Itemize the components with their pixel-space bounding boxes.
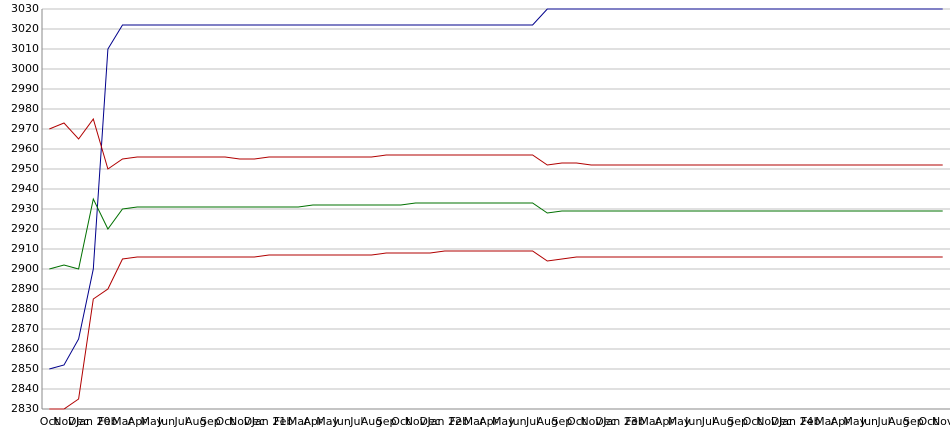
x-tick-label: Mar bbox=[288, 415, 309, 428]
x-tick-label: Aug bbox=[185, 415, 206, 428]
y-tick-label: 2940 bbox=[11, 182, 39, 195]
x-tick-label: Sep bbox=[376, 415, 397, 428]
x-tick-label: Dec bbox=[419, 415, 440, 428]
x-tick-label: Oct bbox=[40, 415, 60, 428]
x-tick-label: Oct bbox=[919, 415, 939, 428]
x-tick-label: Sep bbox=[727, 415, 748, 428]
x-tick-label: Apr bbox=[128, 415, 148, 428]
x-tick-label: Sep bbox=[903, 415, 924, 428]
x-tick-label: May bbox=[843, 415, 866, 428]
series-line bbox=[49, 8, 943, 370]
y-tick-label: 3030 bbox=[11, 2, 39, 15]
x-tick-label: Jun bbox=[157, 415, 175, 428]
x-tick-label: Aug bbox=[712, 415, 733, 428]
y-tick-label: 2930 bbox=[11, 202, 39, 215]
x-tick-label: Jan 22 bbox=[427, 415, 462, 428]
x-tick-label: Oct bbox=[391, 415, 411, 428]
x-tick-label: Mar bbox=[815, 415, 836, 428]
x-tick-label: May bbox=[316, 415, 339, 428]
x-tick-label: Oct bbox=[567, 415, 587, 428]
x-tick-label: Nov bbox=[405, 415, 427, 428]
x-tick-label: May bbox=[140, 415, 163, 428]
y-tick-label: 2970 bbox=[11, 122, 39, 135]
x-tick-label: Feb bbox=[98, 415, 117, 428]
x-tick-label: Apr bbox=[831, 415, 851, 428]
y-tick-label: 3010 bbox=[11, 42, 39, 55]
y-tick-label: 2910 bbox=[11, 242, 39, 255]
y-tick-label: 2890 bbox=[11, 282, 39, 295]
x-tick-label: May bbox=[668, 415, 691, 428]
x-tick-label: Aug bbox=[888, 415, 909, 428]
x-tick-label: Jul bbox=[525, 415, 539, 428]
x-tick-label: Feb bbox=[450, 415, 469, 428]
x-tick-label: Jan 21 bbox=[251, 415, 286, 428]
x-tick-label: Nov bbox=[580, 415, 602, 428]
x-tick-label: Aug bbox=[361, 415, 382, 428]
y-tick-label: 3000 bbox=[11, 62, 39, 75]
x-tick-label: Nov bbox=[53, 415, 75, 428]
y-tick-label: 2840 bbox=[11, 382, 39, 395]
x-tick-label: Apr bbox=[303, 415, 323, 428]
series-line bbox=[49, 117, 943, 170]
x-tick-label: Apr bbox=[655, 415, 675, 428]
y-tick-label: 2860 bbox=[11, 342, 39, 355]
x-tick-label: Nov bbox=[932, 415, 950, 428]
series-line bbox=[49, 197, 943, 270]
x-tick-label: Sep bbox=[552, 415, 573, 428]
series-line bbox=[49, 250, 943, 410]
x-tick-label: Mar bbox=[112, 415, 133, 428]
x-tick-label: Jul bbox=[349, 415, 363, 428]
x-tick-label: Jul bbox=[701, 415, 715, 428]
y-tick-label: 2980 bbox=[11, 102, 39, 115]
x-tick-label: Nov bbox=[756, 415, 778, 428]
x-tick-label: Jun bbox=[508, 415, 526, 428]
x-tick-label: Jul bbox=[173, 415, 187, 428]
y-tick-label: 2950 bbox=[11, 162, 39, 175]
x-tick-label: Dec bbox=[244, 415, 265, 428]
x-tick-label: Feb bbox=[274, 415, 293, 428]
x-tick-label: Jun bbox=[333, 415, 351, 428]
x-tick-label: Feb bbox=[625, 415, 644, 428]
x-tick-label: Apr bbox=[479, 415, 499, 428]
y-tick-label: 3020 bbox=[11, 22, 39, 35]
x-tick-label: Mar bbox=[639, 415, 660, 428]
y-tick-label: 2850 bbox=[11, 362, 39, 375]
x-tick-label: Oct bbox=[216, 415, 236, 428]
x-tick-label: Mar bbox=[464, 415, 485, 428]
y-tick-label: 2900 bbox=[11, 262, 39, 275]
x-tick-label: Dec bbox=[771, 415, 792, 428]
x-tick-label: Jun bbox=[860, 415, 878, 428]
y-tick-label: 2880 bbox=[11, 302, 39, 315]
x-tick-label: Aug bbox=[537, 415, 558, 428]
y-tick-label: 2990 bbox=[11, 82, 39, 95]
x-tick-label: Feb bbox=[801, 415, 820, 428]
x-tick-label: Oct bbox=[743, 415, 763, 428]
x-tick-label: May bbox=[492, 415, 515, 428]
y-tick-label: 2920 bbox=[11, 222, 39, 235]
x-tick-label: Jul bbox=[876, 415, 890, 428]
x-tick-label: Jan 23 bbox=[602, 415, 637, 428]
y-tick-label: 2960 bbox=[11, 142, 39, 155]
y-tick-label: 2830 bbox=[11, 402, 39, 415]
y-tick-label: 2870 bbox=[11, 322, 39, 335]
x-tick-label: Jan 20 bbox=[75, 415, 110, 428]
x-tick-label: Jan 24 bbox=[778, 415, 813, 428]
x-tick-label: Nov bbox=[229, 415, 251, 428]
x-tick-label: Sep bbox=[200, 415, 221, 428]
x-tick-label: Dec bbox=[68, 415, 89, 428]
x-tick-label: Dec bbox=[595, 415, 616, 428]
x-tick-label: Jun bbox=[684, 415, 702, 428]
